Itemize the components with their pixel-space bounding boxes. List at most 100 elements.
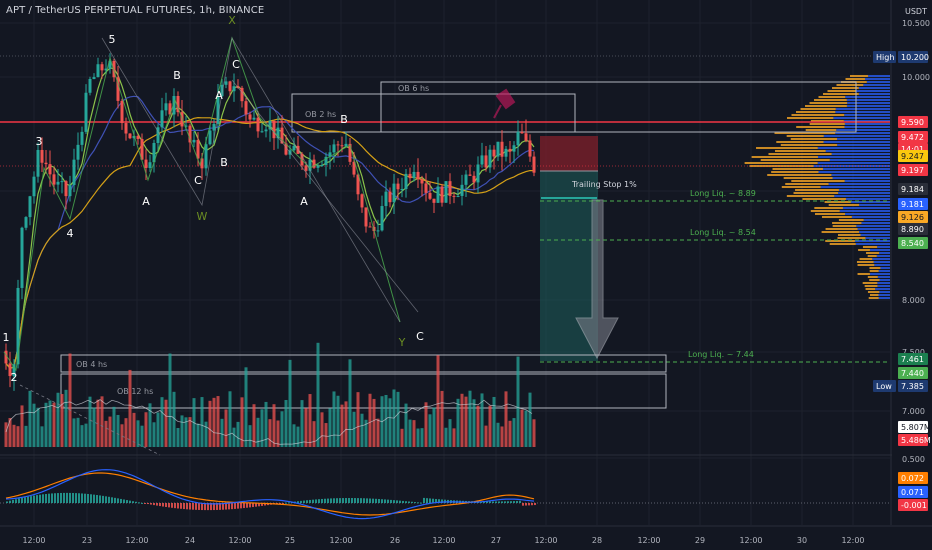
macd-histogram-bar xyxy=(336,498,338,503)
time-axis[interactable]: 12:00 23 12:00 24 12:00 25 12:00 26 12:00 27 12:00… xyxy=(0,525,932,545)
macd-histogram-bar xyxy=(417,502,419,504)
macd-histogram-bar xyxy=(222,503,224,510)
profile-bar-down xyxy=(791,114,845,116)
volume-bar xyxy=(436,355,440,447)
macd-histogram-bar xyxy=(351,498,353,503)
profile-bar-down xyxy=(814,207,843,209)
profile-bar-down xyxy=(832,225,857,227)
macd-histogram-bar xyxy=(324,498,326,503)
macd-histogram-bar xyxy=(144,503,146,504)
macd-histogram-bar xyxy=(99,495,101,503)
candle-body xyxy=(164,103,168,111)
candle-body xyxy=(76,144,80,160)
price-badge xyxy=(898,131,928,143)
profile-bar-up xyxy=(855,90,890,92)
trade-zones: Trailing Stop 1% Long Liq. ~ 8.89 Long Liq… xyxy=(0,55,890,363)
macd-histogram-bar xyxy=(225,503,227,510)
price-tick: 10.000 xyxy=(902,73,930,82)
profile-bar-up xyxy=(854,240,890,242)
order-block-box xyxy=(291,93,576,133)
macd-histogram-bar xyxy=(519,500,521,503)
profile-bar-up xyxy=(820,186,890,188)
volume-bar xyxy=(76,417,80,447)
profile-bar-up xyxy=(813,165,890,167)
volume-bar xyxy=(52,402,56,447)
macd-histogram-bar xyxy=(156,503,158,506)
macd-histogram-bar xyxy=(234,503,236,509)
price-tick: 7.000 xyxy=(902,407,925,416)
volume-bar xyxy=(64,389,68,447)
profile-bar-up xyxy=(856,225,890,227)
price-badge xyxy=(898,380,928,392)
volume-bar xyxy=(80,425,84,447)
volume-ma-line xyxy=(5,399,533,445)
profile-bar-up xyxy=(869,273,890,275)
volume-bar xyxy=(232,427,236,447)
candle-body xyxy=(212,123,216,131)
macd-histogram-bar xyxy=(60,492,62,503)
macd-histogram-bar xyxy=(54,493,56,503)
macd-histogram-bar xyxy=(318,499,320,503)
macd-histogram-bar xyxy=(201,503,203,511)
macd-line xyxy=(5,469,535,520)
macd-histogram-bar xyxy=(255,503,257,507)
candle-body xyxy=(64,181,68,197)
macd-histogram-bar xyxy=(129,500,131,503)
volume-bar xyxy=(60,394,64,447)
profile-bar-down xyxy=(850,75,869,77)
macd-histogram-bar xyxy=(192,503,194,510)
volume-bar xyxy=(244,367,248,447)
volume-bar xyxy=(84,423,88,447)
liquidation-label: Long Liq. ~ 7.44 xyxy=(688,350,754,359)
profile-bar-up xyxy=(831,153,890,155)
macd-histogram-bar xyxy=(387,499,389,503)
macd-histogram-bar xyxy=(111,497,113,503)
volume-bar xyxy=(264,401,268,447)
profile-bar-up xyxy=(836,129,890,131)
volume-bar xyxy=(228,391,232,447)
volume-bar xyxy=(172,391,176,447)
price-axis[interactable]: USDT10.50010.0009.0008.0007.5007.00010.2… xyxy=(873,0,932,550)
profile-bar-down xyxy=(832,222,862,224)
macd-histogram-bar xyxy=(399,500,401,503)
profile-bar-up xyxy=(834,195,890,197)
volume-bar xyxy=(472,399,476,447)
candle-body xyxy=(488,149,492,168)
macd-histogram-bar xyxy=(81,493,83,503)
candle-body xyxy=(428,192,432,199)
macd-histogram-bar xyxy=(390,499,392,503)
volume-bar xyxy=(168,353,172,447)
candle-body xyxy=(432,198,436,203)
profile-bar-up xyxy=(860,234,890,236)
volume-bar xyxy=(352,411,356,447)
candle-body xyxy=(344,143,348,147)
macd-histogram-bar xyxy=(42,494,44,503)
volume-bar xyxy=(328,408,332,447)
macd-histogram-bar xyxy=(198,503,200,510)
volume-bar xyxy=(220,418,224,447)
macd-histogram-bar xyxy=(21,497,23,503)
profile-bar-down xyxy=(825,240,855,242)
volume-bar xyxy=(240,397,244,447)
candle-body xyxy=(448,181,452,196)
time-tick: 25 xyxy=(285,536,295,545)
profile-bar-down xyxy=(760,159,830,161)
candle-body xyxy=(132,135,136,139)
candle-body xyxy=(408,173,412,179)
macd-histogram-bar xyxy=(426,498,428,503)
price-badge xyxy=(898,51,928,63)
candle-body xyxy=(312,159,316,168)
volume-bar xyxy=(156,412,160,447)
macd-histogram-bar xyxy=(375,498,377,503)
price-badge xyxy=(898,486,928,498)
profile-bar-down xyxy=(805,129,837,131)
wave-label: C xyxy=(194,174,202,187)
profile-bar-up xyxy=(838,189,890,191)
liquidation-label: Long Liq. ~ 8.89 xyxy=(690,189,756,198)
volume-bar xyxy=(12,424,16,447)
candle-body xyxy=(72,159,76,186)
wave-label: B xyxy=(173,69,181,82)
volume-bar xyxy=(488,405,492,447)
